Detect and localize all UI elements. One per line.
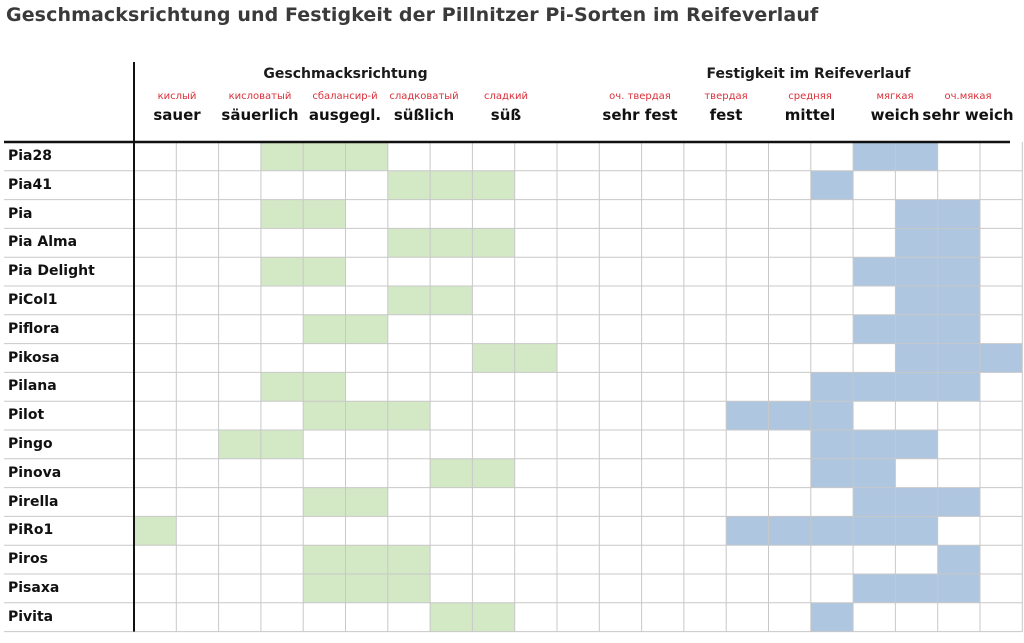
taste-label-de: sauer [153, 106, 201, 124]
firmness-cell [726, 401, 854, 430]
row-label: Pilot [8, 407, 45, 424]
firmness-label-de: sehr weich [922, 106, 1014, 124]
taste-cell [303, 401, 431, 430]
firmness-cell [853, 314, 980, 344]
row-label: Pia Alma [8, 234, 78, 251]
firmness-label-de: sehr fest [602, 106, 678, 124]
row-label: Pivita [8, 608, 54, 625]
row-label: Pingo [8, 436, 53, 452]
taste-cell [387, 170, 515, 200]
taste-cell [134, 516, 177, 546]
firmness-cell [937, 545, 980, 574]
firmness-label-ru: твердая [704, 91, 748, 102]
row-label: PiCol1 [8, 292, 58, 308]
firmness-cell [853, 142, 896, 171]
firmness-cell [726, 516, 938, 546]
group-label-firmness: Festigkeit im Reifeverlauf [706, 66, 911, 82]
group-label-taste: Geschmacksrichtung [263, 66, 428, 82]
taste-label-ru: кисловатый [228, 91, 292, 102]
taste-label-de: süßlich [393, 106, 455, 124]
row-label: Piflora [8, 320, 60, 337]
row-label: PiRo1 [8, 522, 54, 539]
row-label: Pia28 [8, 148, 52, 164]
firmness-label-ru: оч. твердая [609, 91, 671, 102]
firmness-label-de: fest [709, 106, 743, 124]
row-label: Pia Delight [8, 263, 95, 280]
row-label: Pisaxa [8, 580, 60, 596]
taste-label-ru: кислый [157, 91, 197, 102]
firmness-cell [810, 602, 854, 632]
firmness-label-de: weich [870, 106, 920, 124]
row-label: Pinova [8, 464, 62, 481]
firmness-label-ru: средняя [788, 91, 832, 102]
firmness-label-de: mittel [784, 106, 836, 124]
firmness-cell [853, 257, 980, 286]
row-label: Pikosa [8, 349, 60, 366]
row-label: Pia41 [8, 176, 52, 193]
taste-cell [260, 142, 388, 171]
firmness-cell [895, 343, 1023, 373]
taste-label-de: säuerlich [221, 106, 299, 124]
taste-cell [303, 574, 431, 603]
taste-cell [387, 228, 515, 258]
row-label: Pia [8, 205, 33, 222]
firmness-cell [853, 487, 980, 517]
taste-label-de: süß [490, 106, 522, 124]
firmness-label-ru: оч.мякая [944, 91, 992, 102]
taste-cell [303, 545, 431, 574]
firmness-label-ru: мягкая [876, 91, 914, 102]
taste-label-ru: сладкий [484, 91, 528, 102]
firmness-cell [810, 430, 938, 459]
firmness-cell [810, 170, 854, 200]
row-label: Pirella [8, 493, 59, 510]
taste-label-ru: сбалансир-й [312, 91, 378, 102]
taste-label-ru: сладковатый [389, 91, 459, 102]
row-label: Pilana [8, 378, 57, 395]
firmness-cell [895, 142, 938, 171]
firmness-cell [853, 574, 980, 603]
taste-label-de: ausgegl. [308, 106, 382, 124]
chart-title: Geschmacksrichtung und Festigkeit der Pi… [6, 4, 819, 26]
row-label: Piros [8, 551, 48, 568]
